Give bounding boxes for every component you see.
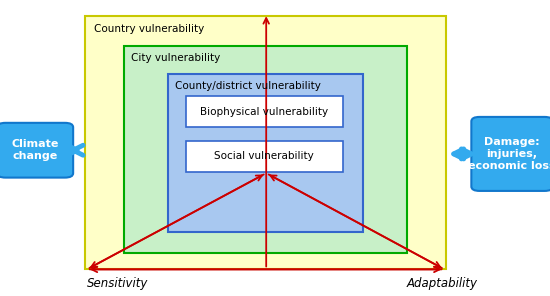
Bar [186,141,343,172]
Text: City vulnerability: City vulnerability [131,53,220,63]
FancyBboxPatch shape [0,123,73,178]
Bar [124,46,407,253]
Text: Climate
change: Climate change [12,139,59,161]
Text: Country vulnerability: Country vulnerability [94,24,204,34]
Bar [168,74,363,232]
Text: Biophysical vulnerability: Biophysical vulnerability [200,107,328,117]
Text: Social vulnerability: Social vulnerability [214,151,314,161]
Text: County/district vulnerability: County/district vulnerability [175,81,321,91]
Text: Damage:
injuries,
economic loss: Damage: injuries, economic loss [468,137,550,170]
Text: Sensitivity: Sensitivity [87,277,148,290]
Bar [186,96,343,127]
FancyBboxPatch shape [471,117,550,191]
Text: Adaptability: Adaptability [407,277,478,290]
Bar [85,16,446,269]
